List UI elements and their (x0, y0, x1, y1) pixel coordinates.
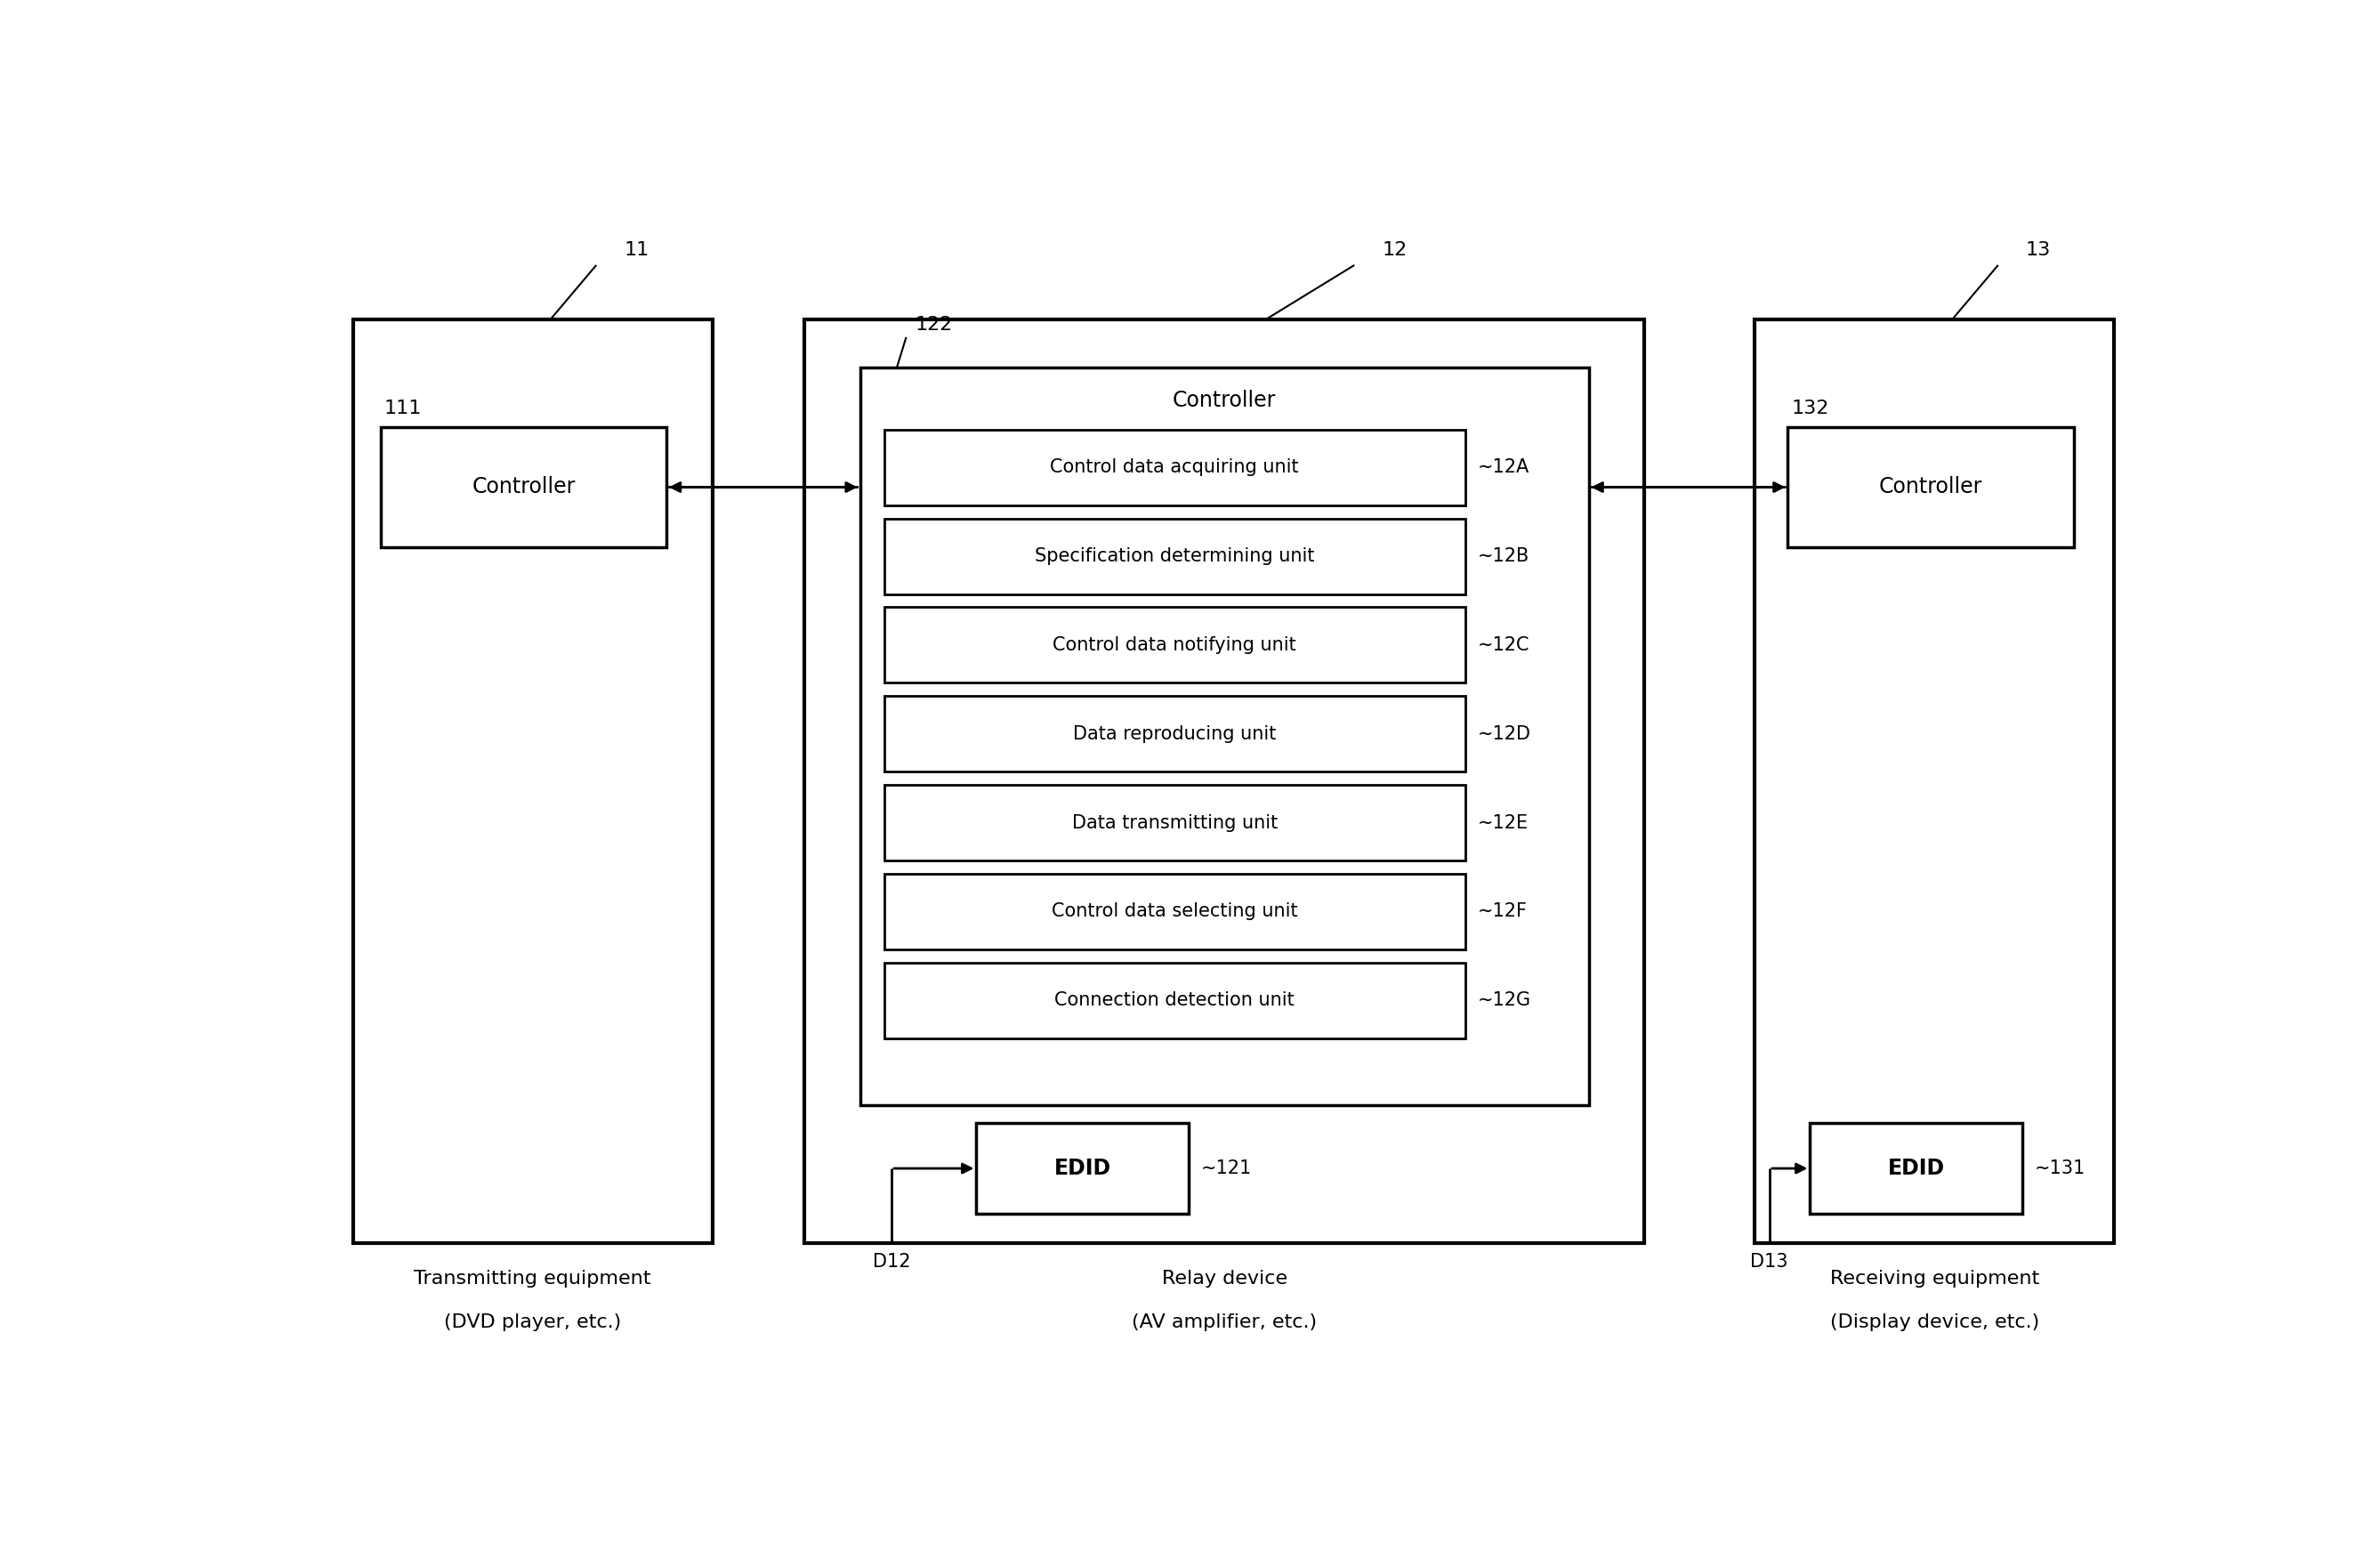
Text: Controller: Controller (1173, 390, 1276, 412)
FancyBboxPatch shape (352, 320, 712, 1244)
Text: Control data selecting unit: Control data selecting unit (1052, 903, 1297, 920)
Text: Controller: Controller (471, 477, 576, 497)
Text: ∼121: ∼121 (1202, 1160, 1252, 1177)
FancyBboxPatch shape (883, 873, 1466, 949)
Text: D13: D13 (1752, 1253, 1787, 1271)
Text: D12: D12 (873, 1253, 909, 1271)
FancyBboxPatch shape (883, 519, 1466, 594)
Text: Control data notifying unit: Control data notifying unit (1052, 636, 1297, 653)
Text: ∼12A: ∼12A (1478, 458, 1530, 477)
Text: (AV amplifier, etc.): (AV amplifier, etc.) (1133, 1313, 1316, 1331)
Text: ∼12F: ∼12F (1478, 903, 1528, 920)
Text: (DVD player, etc.): (DVD player, etc.) (445, 1313, 621, 1331)
Text: (Display device, etc.): (Display device, etc.) (1830, 1313, 2040, 1331)
Text: ∼12D: ∼12D (1478, 725, 1530, 742)
Text: ∼12C: ∼12C (1478, 636, 1530, 653)
Text: ∼131: ∼131 (2035, 1160, 2085, 1177)
FancyBboxPatch shape (883, 608, 1466, 683)
Text: 11: 11 (624, 242, 650, 259)
Text: EDID: EDID (1054, 1158, 1111, 1179)
Text: Data reproducing unit: Data reproducing unit (1073, 725, 1276, 742)
FancyBboxPatch shape (859, 368, 1590, 1105)
Text: Data transmitting unit: Data transmitting unit (1071, 814, 1278, 831)
Text: Specification determining unit: Specification determining unit (1035, 547, 1314, 564)
Text: 13: 13 (2025, 242, 2052, 259)
FancyBboxPatch shape (883, 962, 1466, 1038)
Text: EDID: EDID (1887, 1158, 1944, 1179)
Text: Connection detection unit: Connection detection unit (1054, 992, 1295, 1009)
Text: ∼12G: ∼12G (1478, 992, 1530, 1009)
FancyBboxPatch shape (883, 784, 1466, 861)
FancyBboxPatch shape (976, 1124, 1188, 1213)
Text: Control data acquiring unit: Control data acquiring unit (1050, 458, 1299, 477)
Text: 12: 12 (1383, 242, 1407, 259)
Text: 132: 132 (1792, 399, 1830, 418)
Text: 122: 122 (916, 316, 952, 334)
FancyBboxPatch shape (1787, 427, 2073, 547)
FancyBboxPatch shape (381, 427, 666, 547)
Text: Relay device: Relay device (1161, 1271, 1288, 1288)
Text: 111: 111 (383, 399, 421, 418)
FancyBboxPatch shape (804, 320, 1645, 1244)
Text: ∼12E: ∼12E (1478, 814, 1528, 831)
Text: ∼12B: ∼12B (1478, 547, 1530, 564)
FancyBboxPatch shape (1754, 320, 2113, 1244)
FancyBboxPatch shape (883, 430, 1466, 505)
FancyBboxPatch shape (1809, 1124, 2023, 1213)
Text: Transmitting equipment: Transmitting equipment (414, 1271, 652, 1288)
Text: Controller: Controller (1880, 477, 1983, 497)
Text: Receiving equipment: Receiving equipment (1830, 1271, 2040, 1288)
FancyBboxPatch shape (883, 695, 1466, 772)
